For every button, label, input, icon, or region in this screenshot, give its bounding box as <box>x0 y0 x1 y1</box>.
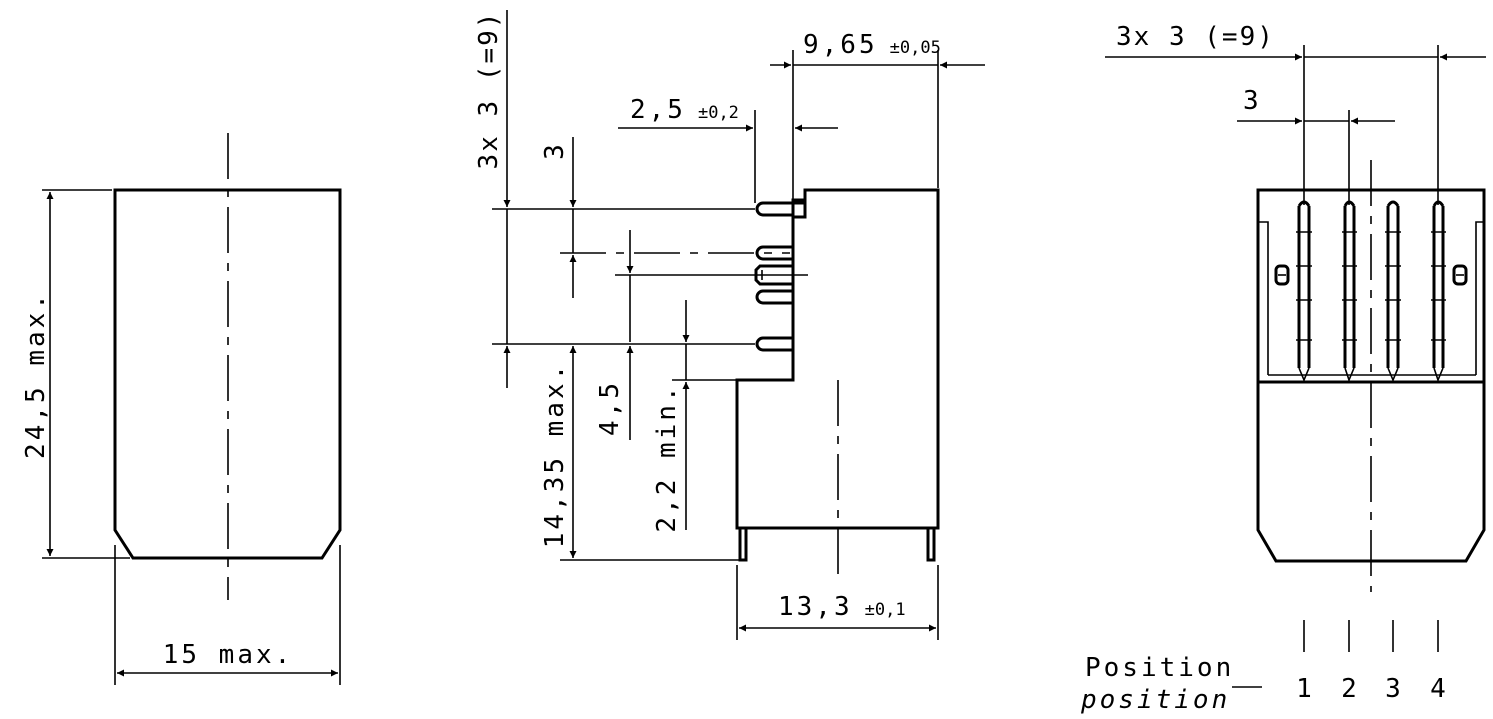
latch-right <box>1452 264 1468 286</box>
side-pin-4 <box>755 289 793 305</box>
side-pin-1 <box>755 201 793 217</box>
front-width-label: 15 max. <box>163 640 294 670</box>
position-label-alt: position <box>1080 685 1230 715</box>
terminal-1 <box>1296 200 1312 383</box>
side-pitch-label: 3 <box>540 144 570 160</box>
side-view-pins <box>754 201 807 352</box>
terminal-2 <box>1342 200 1357 383</box>
position-number-4: 4 <box>1430 674 1446 704</box>
side-view: 3x 3 (=9) 3 2,5 ±0,2 9,65 ±0,05 14,35 ma… <box>474 10 985 640</box>
side-total-pitch-label: 3x 3 (=9) <box>474 11 504 170</box>
pin-view: 3x 3 (=9) 3 Position position 1 2 3 4 <box>1080 22 1486 715</box>
front-view: 24,5 max. 15 max. <box>21 133 342 685</box>
side-pin-offset-label: 4,5 <box>595 380 625 436</box>
position-number-1: 1 <box>1296 674 1312 704</box>
position-number-3: 3 <box>1385 674 1401 704</box>
side-view-foot-right <box>926 528 936 562</box>
side-offset-label: 9,65 ±0,05 <box>803 30 941 60</box>
pin-view-inner-wall-right <box>1475 221 1484 375</box>
front-height-label: 24,5 max. <box>21 291 51 459</box>
latch-left <box>1274 264 1290 286</box>
side-body-height-label: 14,35 max. <box>540 362 570 549</box>
pin-view-outline <box>1256 188 1486 563</box>
position-ticks <box>1303 620 1439 652</box>
pin-view-inner-wall-left <box>1258 221 1269 375</box>
side-pin-5 <box>755 336 793 352</box>
side-view-foot-left <box>738 528 748 562</box>
position-number-2: 2 <box>1341 674 1357 704</box>
pin-pitch-label: 3 <box>1243 86 1259 116</box>
side-depth-label: 13,3 ±0,1 <box>778 592 906 622</box>
side-pin-1-tab <box>791 201 807 219</box>
pin-total-pitch-label: 3x 3 (=9) <box>1116 22 1275 52</box>
side-pin-2 <box>755 245 793 261</box>
terminal-3 <box>1385 200 1401 383</box>
side-standoff-label: 2,2 min. <box>652 383 682 532</box>
front-view-outline <box>113 188 342 560</box>
side-pin-width-label: 2,5 ±0,2 <box>630 95 739 125</box>
position-label: Position <box>1085 653 1234 683</box>
terminal-4 <box>1431 200 1446 383</box>
